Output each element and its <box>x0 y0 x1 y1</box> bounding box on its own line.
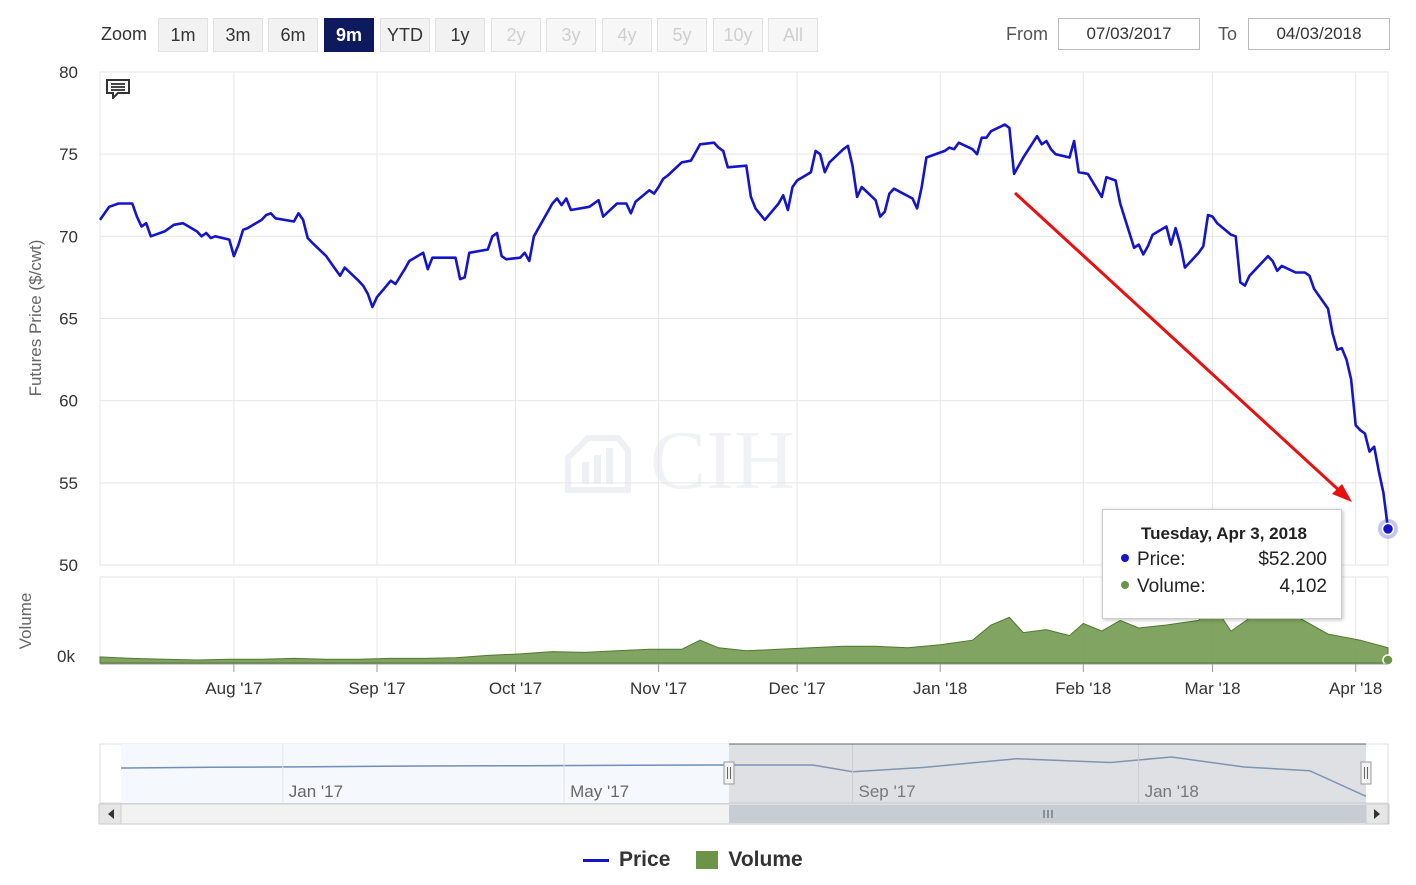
price-line-icon <box>583 858 609 862</box>
zoom-button-ytd[interactable]: YTD <box>380 18 430 52</box>
x-tick-label: Apr '18 <box>1329 679 1382 698</box>
navigator-handle-right[interactable] <box>1360 761 1372 785</box>
y-tick-label: 70 <box>59 227 78 246</box>
legend-item-volume[interactable]: Volume <box>696 848 803 872</box>
x-tick-label: Feb '18 <box>1055 679 1111 698</box>
price-series-line <box>98 123 1390 529</box>
volume-box-icon <box>696 851 719 869</box>
tooltip-volume-label: Volume: <box>1137 576 1206 597</box>
from-date-input[interactable]: 07/03/2017 <box>1058 18 1200 50</box>
x-tick-label: Jan '18 <box>913 679 967 698</box>
zoom-button-4y: 4y <box>602 18 652 52</box>
tooltip-date: Tuesday, Apr 3, 2018 <box>1141 524 1307 543</box>
zoom-button-1m[interactable]: 1m <box>158 18 208 52</box>
tooltip-price-value: $52.200 <box>1258 549 1327 570</box>
zoom-button-3m[interactable]: 3m <box>213 18 263 52</box>
y-tick-label: 55 <box>59 474 78 493</box>
price-axis-ticks: 50 55 60 65 70 75 80 <box>59 63 78 575</box>
x-tick-label: Sep '17 <box>348 679 405 698</box>
tooltip-volume-row: Volume: 4,102 <box>1121 576 1327 598</box>
price-plot-border <box>99 71 1389 566</box>
x-tick-label: Aug '17 <box>205 679 262 698</box>
navigator-series-line <box>120 756 1367 797</box>
navigator-tick-label: May '17 <box>570 782 629 801</box>
zoom-button-3y: 3y <box>546 18 596 52</box>
zoom-button-1y[interactable]: 1y <box>435 18 485 52</box>
x-tick-label: Mar '18 <box>1184 679 1240 698</box>
zoom-button-5y: 5y <box>657 18 707 52</box>
y-tick-label: 80 <box>59 63 78 82</box>
scroll-right-arrow-icon[interactable] <box>1365 803 1389 825</box>
navigator-tick-label: Jan '17 <box>289 782 343 801</box>
volume-dot-icon <box>1121 580 1129 589</box>
price-dot-icon <box>1121 553 1129 562</box>
price-marker <box>1381 522 1395 536</box>
to-date-input[interactable]: 04/03/2018 <box>1248 18 1390 50</box>
x-tick-label: Oct '17 <box>489 679 542 698</box>
tooltip-volume-value: 4,102 <box>1279 576 1327 597</box>
y-tick-label: 50 <box>59 556 78 575</box>
zoom-button-2y: 2y <box>491 18 541 52</box>
volume-marker <box>1382 654 1394 666</box>
zoom-label: Zoom <box>101 24 148 44</box>
volume-pane <box>99 576 1394 666</box>
watermark-text: CIH <box>650 414 795 507</box>
scrollbar[interactable] <box>98 803 1390 825</box>
zoom-button-9m[interactable]: 9m <box>324 18 374 52</box>
zoom-button-all: All <box>768 18 818 52</box>
from-label: From <box>1006 24 1048 44</box>
volume-axis-tick: 0k <box>57 647 75 666</box>
navigator-tick-label: Jan '18 <box>1145 782 1199 801</box>
y-tick-label: 65 <box>59 310 78 329</box>
range-selector: Zoom 1m 3m 6m 9m YTD 1y 2y 3y 4y 5y 10y All From 07… <box>0 0 1416 60</box>
to-label: To <box>1218 24 1238 44</box>
navigator[interactable]: Jan '17 May '17 Sep '17 Jan '18 <box>99 743 1389 804</box>
comment-icon[interactable] <box>106 79 130 99</box>
x-tick-label: Dec '17 <box>769 679 826 698</box>
y-tick-label: 60 <box>59 392 78 411</box>
tooltip-price-row: Price: $52.200 <box>1121 549 1327 571</box>
y-axis-title: Futures Price ($/cwt) <box>26 240 45 397</box>
navigator-outside-left <box>121 744 729 803</box>
legend-price-label: Price <box>619 848 671 871</box>
watermark-logo <box>565 435 631 493</box>
zoom-button-6m[interactable]: 6m <box>268 18 318 52</box>
x-tick-label: Nov '17 <box>630 679 687 698</box>
trend-arrow <box>1013 191 1352 502</box>
zoom-button-10y: 10y <box>713 18 763 52</box>
legend: Price Volume <box>583 848 803 872</box>
navigator-selected-range[interactable] <box>729 744 1366 803</box>
legend-item-price[interactable]: Price <box>583 848 670 872</box>
navigator-tick-label: Sep '17 <box>859 782 916 801</box>
tooltip-price-label: Price: <box>1137 549 1186 570</box>
x-axis-ticks: Aug '17 Sep '17 Oct '17 Nov '17 Dec '17 Jan '… <box>205 664 1382 698</box>
scroll-left-arrow-icon[interactable] <box>98 803 122 825</box>
navigator-handle-left[interactable] <box>723 761 735 785</box>
volume-axis-title: Volume <box>16 593 35 650</box>
legend-volume-label: Volume <box>728 848 803 871</box>
y-tick-label: 75 <box>59 145 78 164</box>
data-tooltip: Tuesday, Apr 3, 2018 Price: $52.200 Volu… <box>1102 509 1342 619</box>
